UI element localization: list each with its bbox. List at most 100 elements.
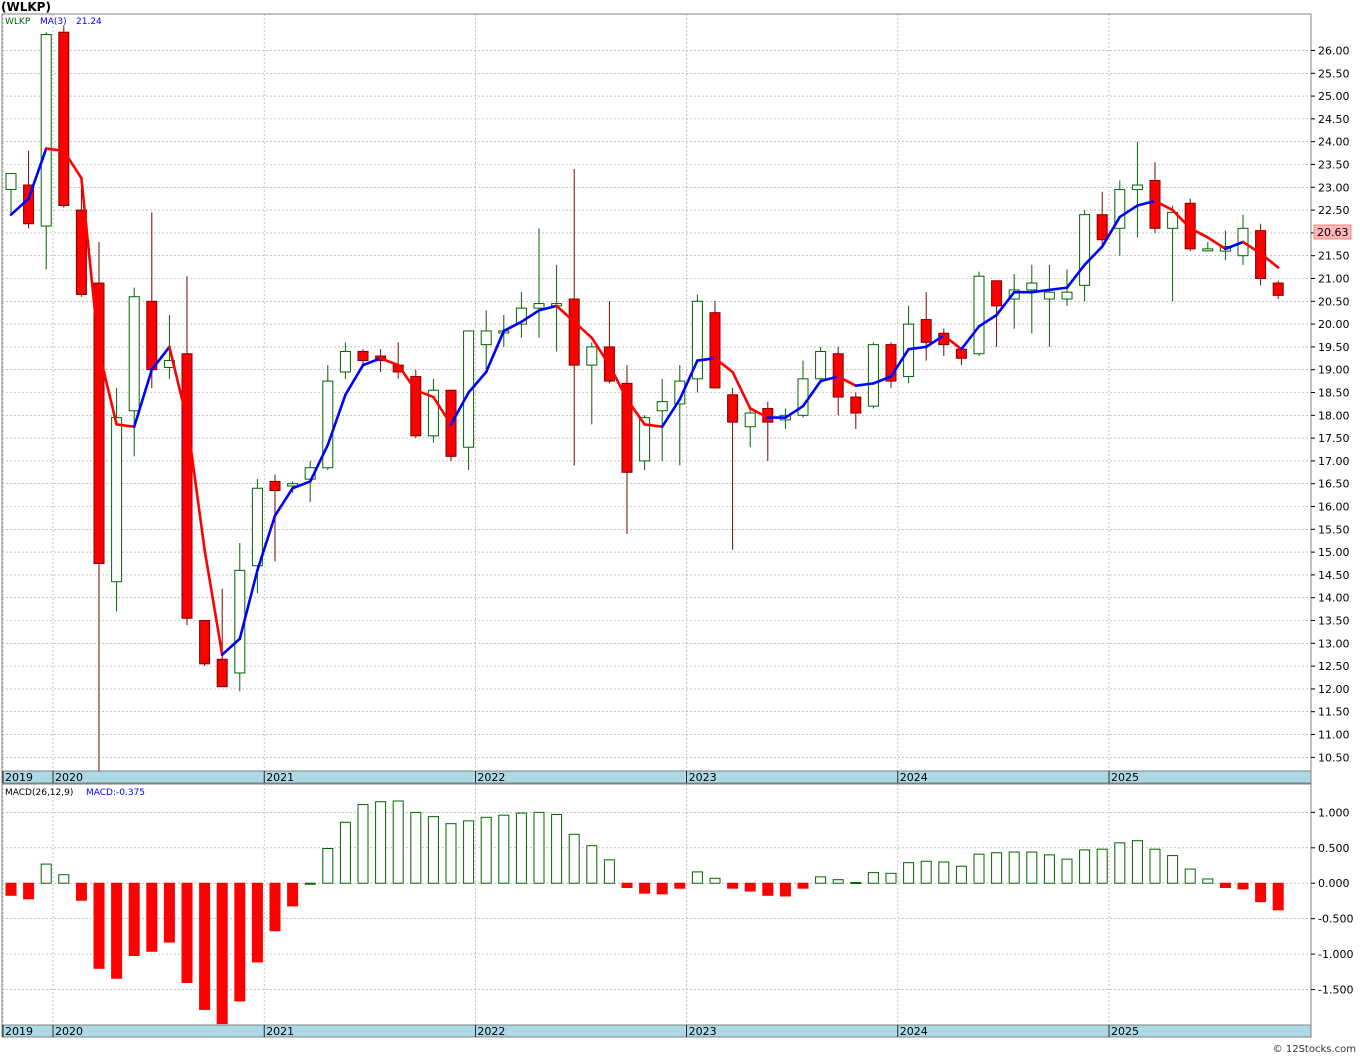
macd-bar-positive: [1008, 851, 1020, 884]
candle-up: [339, 342, 351, 379]
price-y-axis: 10.50 11.00 11.50 12.00 12.50 13.00 13.50 14.00…: [1311, 44, 1350, 764]
ma-segment: [344, 363, 365, 397]
ma-segment: [924, 334, 946, 349]
macd-bar-negative: [1237, 882, 1249, 890]
candle-body: [427, 389, 439, 437]
ma-segment: [1136, 199, 1157, 207]
candle-down: [1184, 198, 1196, 252]
price-x-label: 2020: [55, 771, 83, 784]
candle-up: [1131, 141, 1143, 238]
ma-segment: [748, 407, 770, 419]
macd-grid: [2, 784, 1311, 1025]
candle-body: [40, 34, 52, 227]
candle-body: [111, 417, 123, 583]
candle-body: [744, 412, 756, 428]
candle-up: [1079, 210, 1091, 302]
ma-segment: [942, 334, 963, 351]
macd-bar-negative: [674, 882, 686, 889]
ma-segment: [467, 370, 488, 394]
price-x-label: 2021: [266, 771, 294, 784]
candle-body: [1043, 291, 1055, 300]
macd-bar-negative: [5, 882, 17, 896]
price-y-tick-label: 13.50: [1318, 615, 1350, 628]
ma-segment: [432, 395, 453, 426]
price-x-label: 2022: [477, 771, 505, 784]
candle-body: [5, 173, 17, 191]
ma-segment: [590, 336, 611, 367]
candle-body: [568, 298, 580, 366]
macd-bar-positive: [445, 823, 457, 884]
ma-segment: [608, 363, 629, 401]
ma-segment: [502, 320, 523, 333]
candle-body: [674, 380, 686, 405]
macd-bar-negative: [163, 882, 175, 943]
candle-body: [955, 348, 967, 359]
candle-body: [1131, 184, 1143, 191]
macd-bar-negative: [797, 882, 809, 889]
candle-body: [867, 344, 879, 407]
macd-bar-positive: [322, 848, 334, 884]
candle-body: [1008, 289, 1020, 300]
candle-down: [75, 187, 87, 297]
macd-y-tick-label: -1.500: [1318, 984, 1353, 997]
ma-segment: [678, 359, 699, 401]
candle-up: [867, 342, 879, 409]
candle-body: [1272, 282, 1284, 296]
candle-body: [287, 483, 299, 487]
price-y-tick-label: 17.50: [1318, 432, 1350, 445]
ma-segment: [203, 548, 224, 657]
ma-segment: [907, 345, 928, 351]
macd-bar-positive: [410, 811, 422, 884]
macd-y-tick-label: 0.000: [1318, 877, 1350, 890]
price-y-tick-label: 16.00: [1318, 501, 1350, 514]
ma-segment: [1224, 240, 1245, 251]
candle-body: [93, 282, 105, 565]
macd-bar-positive: [586, 845, 598, 884]
macd-bar-positive: [1061, 858, 1073, 884]
candle-body: [480, 330, 492, 346]
ma-segment: [836, 375, 858, 387]
candle-up: [1043, 264, 1055, 347]
macd-bar-negative: [251, 882, 263, 963]
macd-bar-positive: [955, 865, 967, 884]
candle-body: [410, 376, 422, 437]
macd-legend-label: MACD(26,12,9): [5, 788, 73, 798]
macd-panel: [1, 783, 1312, 1026]
macd-bar-positive: [815, 876, 827, 884]
macd-bars: [5, 800, 1284, 1025]
price-y-tick-label: 12.00: [1318, 683, 1350, 696]
candle-down: [93, 242, 105, 771]
candle-body: [463, 330, 475, 448]
macd-bar-positive: [498, 814, 510, 884]
candle-up: [1026, 264, 1038, 334]
macd-bar-positive: [533, 811, 545, 884]
ma-segment: [572, 320, 594, 340]
price-y-tick-label: 14.00: [1318, 592, 1350, 605]
macd-bar-positive: [709, 877, 721, 884]
ma-segment: [713, 356, 734, 374]
price-x-axis-band: [1, 770, 1312, 784]
candle-body: [533, 303, 545, 309]
candle-down: [410, 369, 422, 439]
ma-segment: [625, 398, 646, 426]
macd-bar-positive: [973, 853, 985, 884]
macd-x-axis: 2019 2020 2021 2022 2023 2024 2025: [2, 1025, 1139, 1038]
macd-x-label: 2020: [55, 1025, 83, 1038]
ma-segment: [1030, 288, 1051, 294]
price-y-tick-label: 25.50: [1318, 67, 1350, 80]
price-y-tick-label: 18.50: [1318, 387, 1350, 400]
candle-body: [973, 275, 985, 355]
macd-bar-positive: [867, 872, 879, 884]
candle-body: [251, 487, 263, 567]
price-x-axis: 2019 2020 2021 2022 2023 2024 2025: [2, 771, 1139, 784]
candle-down: [357, 349, 369, 366]
ma-segment: [396, 363, 418, 392]
last-price-label: 20.63: [1317, 226, 1349, 239]
macd-y-axis: 1.000 0.500 0.000 -0.500 -1.000 -1.500: [1311, 806, 1353, 997]
macd-y-tick-label: 0.500: [1318, 842, 1350, 855]
macd-bar-positive: [603, 859, 615, 884]
macd-bar-positive: [1131, 840, 1143, 884]
candle-down: [621, 365, 633, 534]
ma-segment: [27, 147, 48, 200]
price-y-tick-label: 12.50: [1318, 660, 1350, 673]
